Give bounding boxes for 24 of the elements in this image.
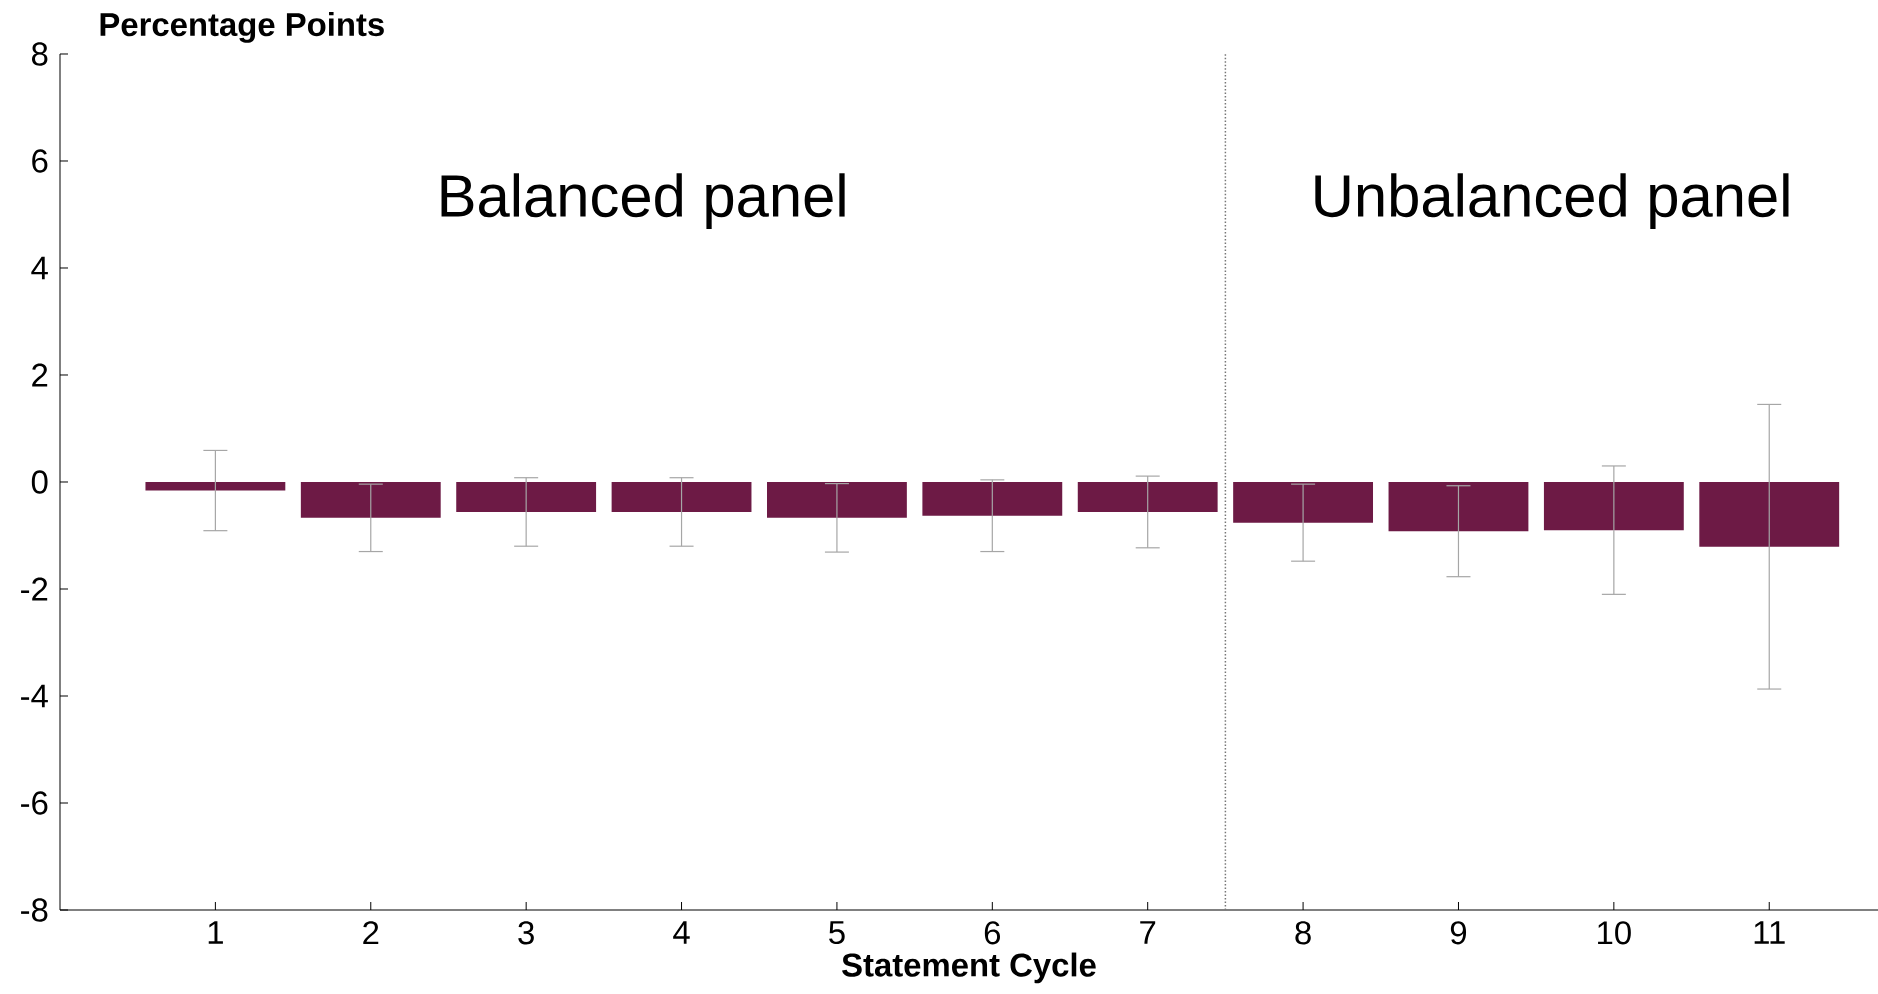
x-tick-label: 8 [1295,921,1311,945]
y-tick-label: 6 [32,149,48,173]
x-tick-label: 10 [1598,921,1631,945]
x-tick-label: 5 [829,921,845,945]
x-tick-label: 9 [1450,921,1467,945]
annotation: Balanced panel [441,173,845,229]
y-tick-label: 0 [31,470,48,494]
x-axis-title: Statement Cycle [842,952,1096,984]
x-tick-label: 4 [673,921,690,944]
y-tick-label: -4 [21,684,48,708]
x-tick-label: 6 [984,921,1001,945]
x-tick-label: 1 [208,921,223,944]
x-tick-label: 3 [518,921,534,945]
y-tick-label: 8 [31,42,48,66]
y-tick-label: -6 [21,791,48,815]
y-axis-title: Percentage Points [100,12,384,43]
y-tick-label: 2 [32,363,48,387]
x-tick-label: 7 [1140,921,1156,944]
x-tick-label: 2 [363,921,379,945]
annotation: Unbalanced panel [1315,173,1789,229]
y-tick-label: -8 [21,898,48,922]
x-tick-label: 11 [1754,921,1785,944]
y-tick-label: 4 [31,256,48,280]
y-tick-label: -2 [21,577,48,601]
